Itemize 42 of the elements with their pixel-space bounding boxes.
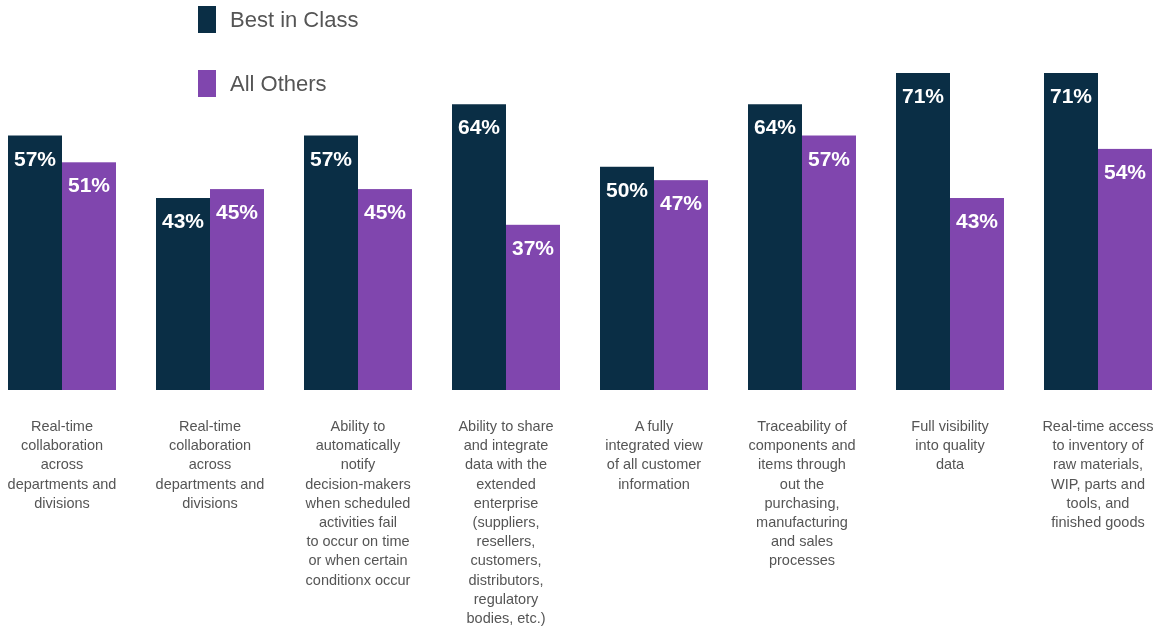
data-label: 43% (955, 209, 999, 233)
bar (304, 135, 358, 390)
category-label: Ability to share and integrate data with the extended enterprise (suppliers, resellers, customers, distributors, regulatory bodies, etc.) (458, 418, 554, 626)
bar (210, 189, 264, 390)
bar (1044, 73, 1098, 390)
data-label: 64% (753, 115, 797, 139)
data-label: 57% (13, 146, 57, 170)
legend-label: Best in Class (230, 7, 359, 32)
data-label: 71% (901, 84, 945, 107)
bar (802, 135, 856, 390)
x-tick-label: A fully integrated view of all customer information (605, 418, 704, 492)
bar (62, 162, 116, 390)
data-label: 54% (1103, 159, 1147, 183)
data-label: 37% (511, 235, 555, 259)
data-label: 71% (1049, 84, 1093, 107)
bar (358, 189, 412, 390)
data-label: 45% (363, 200, 407, 224)
x-tick-label: Full visibility into quality data (911, 418, 990, 473)
x-tick-label: Real-time collaboration across departments and divisions (155, 418, 265, 511)
legend-label: All Others (230, 71, 327, 96)
bar (8, 135, 62, 390)
bar (506, 224, 560, 390)
category-label: Ability to automatically notify decision-makers when scheduled activities fail to occur on time or when certain conditionx occur (305, 418, 411, 588)
bar (748, 104, 802, 390)
x-tick-label: Real-time access to inventory of raw materials, WIP, parts and tools, and finished goods (1042, 418, 1154, 530)
data-label: 50% (605, 177, 649, 201)
bar (950, 198, 1004, 390)
data-label: 64% (457, 115, 501, 139)
bar (654, 180, 708, 390)
bar (156, 198, 210, 390)
bar (600, 166, 654, 390)
data-label: 47% (659, 191, 703, 215)
bar (896, 73, 950, 390)
data-label: 57% (309, 146, 353, 170)
x-tick-label: Traceability of components and items through out the purchasing, manufacturing and sales processes (748, 418, 856, 569)
x-tick-label: Real-time collaboration across departments and divisions (7, 418, 117, 511)
bar (452, 104, 506, 390)
bar (1098, 148, 1152, 390)
data-label: 45% (215, 200, 259, 224)
data-label: 51% (67, 173, 111, 197)
data-label: 43% (161, 209, 205, 233)
data-label: 57% (807, 146, 851, 170)
